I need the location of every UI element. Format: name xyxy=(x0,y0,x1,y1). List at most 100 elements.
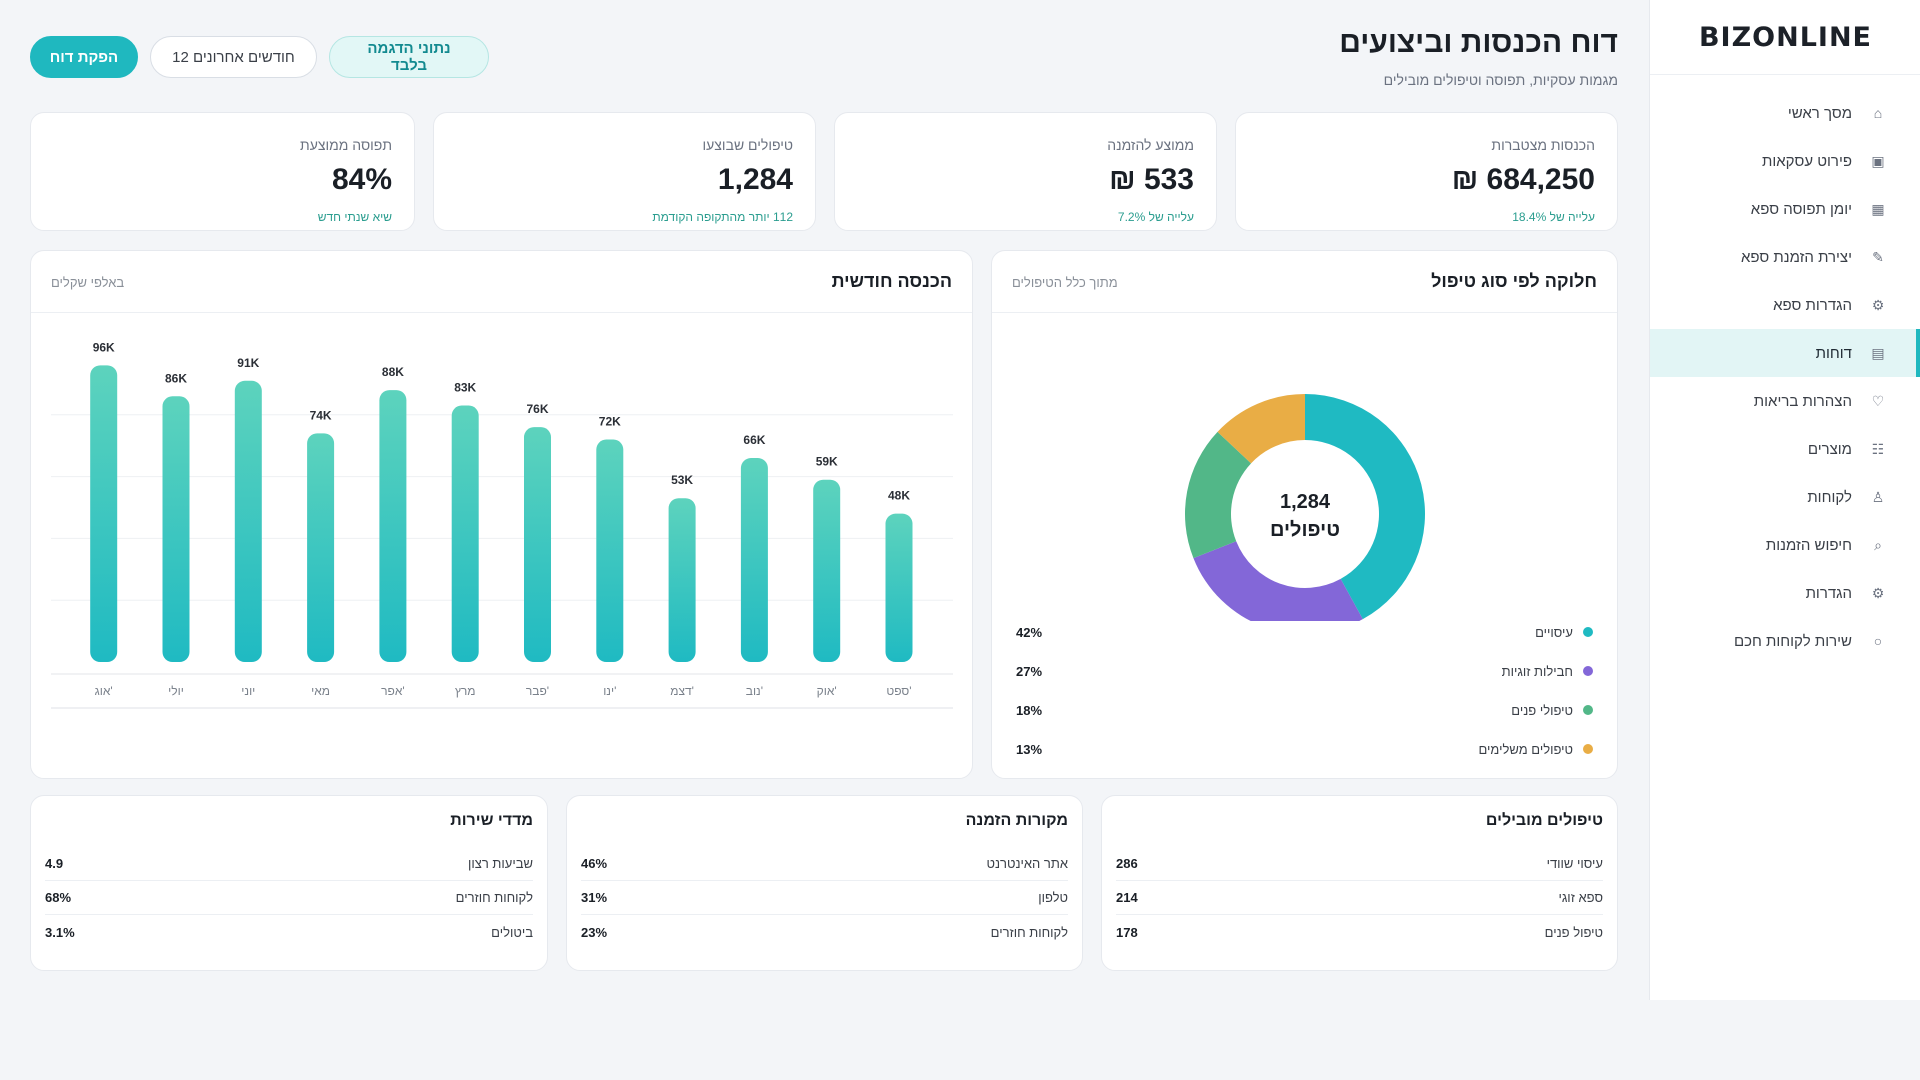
list-item: 286 עיסוי שוודי xyxy=(1116,847,1603,881)
bar[interactable] xyxy=(668,498,696,662)
kpi-note: 112 יותר מהתקופה הקודמת xyxy=(652,210,793,224)
kpi-label: טיפולים שבוצעו xyxy=(702,137,793,153)
sidebar-item[interactable]: ☷ מוצרים xyxy=(1650,425,1920,473)
donut-chart: 1,284 טיפולים xyxy=(1185,394,1425,621)
legend-label: טיפולי פנים xyxy=(1511,702,1573,718)
bar[interactable] xyxy=(234,380,262,662)
list-item-value: 31% xyxy=(581,890,608,905)
kpi-note: עלייה של 7.2% xyxy=(1117,210,1194,224)
top-treatments-card: טיפולים מובילים 286 עיסוי שוודי 214 ספא זוגי… xyxy=(1101,795,1618,971)
donut-slice[interactable] xyxy=(1217,394,1305,464)
sidebar-item[interactable]: ○ שירות לקוחות חכם xyxy=(1650,617,1920,665)
bar-value-label: 74K xyxy=(310,408,332,422)
card-title: טיפולים מובילים xyxy=(1485,812,1603,829)
sidebar-item-label: מוצרים xyxy=(1807,440,1852,458)
sidebar-item-label: שירות לקוחות חכם xyxy=(1733,632,1852,650)
x-tick-label: ספט' xyxy=(886,684,911,698)
kpi-card-occupancy: תפוסה ממוצעת 84% שיא שנתי חדש xyxy=(30,112,415,231)
donut-slice[interactable] xyxy=(1185,431,1252,559)
x-tick-label: ינו' xyxy=(603,684,616,698)
legend-label-group: טיפולים משלימים xyxy=(1478,742,1593,757)
card-title: מקורות הזמנה xyxy=(965,812,1068,829)
monthly-revenue-card: הכנסה חודשית באלפי שקלים 48K ספט' 59K אוק' 6… xyxy=(30,250,973,779)
sidebar-item[interactable]: ⚙ הגדרות xyxy=(1650,569,1920,617)
list-item-label: טיפול פנים xyxy=(1544,924,1603,940)
sidebar-item-label: חיפוש הזמנות xyxy=(1765,536,1852,554)
settings-icon: ⚙ xyxy=(1871,296,1885,313)
kpi-card-revenue: הכנסות מצטברות 684,250 ₪ עלייה של 18.4% xyxy=(1235,112,1618,231)
heart-icon: ♡ xyxy=(1871,392,1885,409)
bar[interactable] xyxy=(307,433,335,662)
list-item: 4.9 שביעות רצון xyxy=(45,847,533,881)
x-tick-label: אוק' xyxy=(817,684,837,698)
sidebar-item[interactable]: ⌕ חיפוש הזמנות xyxy=(1650,521,1920,569)
bar[interactable] xyxy=(740,458,768,662)
x-tick-label: יוני xyxy=(241,684,255,698)
legend-label: חבילות זוגיות xyxy=(1501,663,1573,679)
sidebar-item[interactable]: ♙ לקוחות xyxy=(1650,473,1920,521)
kpi-card-avg-order: ממוצע להזמנה 533 ₪ עלייה של 7.2% xyxy=(834,112,1217,231)
kpi-label: ממוצע להזמנה xyxy=(1107,137,1194,153)
list-item-value: 4.9 xyxy=(45,856,64,871)
brand-logo[interactable]: BIZONLINE xyxy=(1650,0,1920,75)
list-item-label: ספא זוגי xyxy=(1558,890,1603,905)
legend-value: 13% xyxy=(1016,741,1043,757)
sidebar-item[interactable]: ⚙ הגדרות ספא xyxy=(1650,281,1920,329)
sidebar-item-label: דוחות xyxy=(1815,344,1852,362)
x-tick-label: יולי xyxy=(168,684,184,698)
x-tick-label: מרץ xyxy=(455,684,476,698)
bar[interactable] xyxy=(885,513,913,662)
sidebar-item[interactable]: ♡ הצהרות בריאות xyxy=(1650,377,1920,425)
x-tick-label: אפר' xyxy=(381,684,405,698)
x-tick-label: אוג' xyxy=(95,684,113,698)
list-item-value: 46% xyxy=(581,856,608,871)
chat-icon: ○ xyxy=(1873,633,1883,649)
list-item-label: עיסוי שוודי xyxy=(1546,856,1603,871)
donut-center-value: 1,284 xyxy=(1280,491,1331,513)
bar[interactable] xyxy=(813,479,841,662)
list-item: 178 טיפול פנים xyxy=(1116,915,1603,949)
sidebar-item-label: יומן תפוסה ספא xyxy=(1750,200,1852,218)
bar[interactable] xyxy=(379,390,407,662)
sidebar-item-label: יצירת הזמנת ספא xyxy=(1740,248,1852,266)
header-actions: הפקת דוח 12 חודשים אחרונים נתוני הדגמה ב… xyxy=(30,36,489,78)
list-item-value: 23% xyxy=(581,924,608,940)
list-item-label: שביעות רצון xyxy=(468,856,533,871)
bar-value-label: 72K xyxy=(599,415,621,429)
gear-icon: ⚙ xyxy=(1871,584,1885,601)
legend-value: 42% xyxy=(1016,624,1043,640)
page-header: דוח הכנסות וביצועים מגמות עסקיות, תפוסה … xyxy=(30,22,1618,102)
donut-slice[interactable] xyxy=(1193,541,1363,621)
search-icon: ⌕ xyxy=(1874,536,1882,553)
bar[interactable] xyxy=(162,396,190,662)
date-range-button[interactable]: 12 חודשים אחרונים xyxy=(150,36,317,78)
bar[interactable] xyxy=(451,405,479,662)
bar[interactable] xyxy=(596,439,624,662)
bar[interactable] xyxy=(524,427,551,662)
treatment-breakdown-card: חלוקה לפי סוג טיפול מתוך כלל הטיפולים 1,… xyxy=(991,250,1618,779)
sidebar-nav: ⌂ מסך ראשי ▣ פירוט עסקאות ▦ יומן תפוסה ספא ✎ יצ… xyxy=(1650,89,1920,665)
kpi-note: עלייה של 18.4% xyxy=(1512,210,1595,224)
list-item: 46% אתר האינטרנט xyxy=(581,847,1068,881)
x-tick-label: נוב' xyxy=(746,684,763,698)
sidebar-item[interactable]: ⌂ מסך ראשי xyxy=(1650,89,1920,137)
donut-slice[interactable] xyxy=(1305,394,1425,620)
list-item-value: 3.1% xyxy=(45,924,75,940)
export-report-button[interactable]: הפקת דוח xyxy=(30,36,138,78)
bar-value-label: 83K xyxy=(454,381,476,395)
sidebar-item[interactable]: ▣ פירוט עסקאות xyxy=(1650,137,1920,185)
sidebar-item[interactable]: ▦ יומן תפוסה ספא xyxy=(1650,185,1920,233)
list-item-label: טלפון xyxy=(1038,890,1068,905)
legend-item: 27% חבילות זוגיות xyxy=(1016,661,1593,681)
bar[interactable] xyxy=(90,365,118,662)
donut-center-label: טיפולים xyxy=(1270,519,1340,541)
demo-data-badge[interactable]: נתוני הדגמה בלבד xyxy=(329,36,489,78)
legend-item: 13% טיפולים משלימים xyxy=(1016,739,1593,759)
kpi-note: שיא שנתי חדש xyxy=(317,210,392,224)
bar-value-label: 48K xyxy=(888,489,910,503)
sidebar-item[interactable]: ✎ יצירת הזמנת ספא xyxy=(1650,233,1920,281)
legend-dot-icon xyxy=(1583,705,1593,715)
sidebar-item[interactable]: ▤ דוחות xyxy=(1650,329,1920,377)
list-item-label: ביטולים xyxy=(491,924,533,940)
page-title: דוח הכנסות וביצועים xyxy=(1339,26,1618,59)
